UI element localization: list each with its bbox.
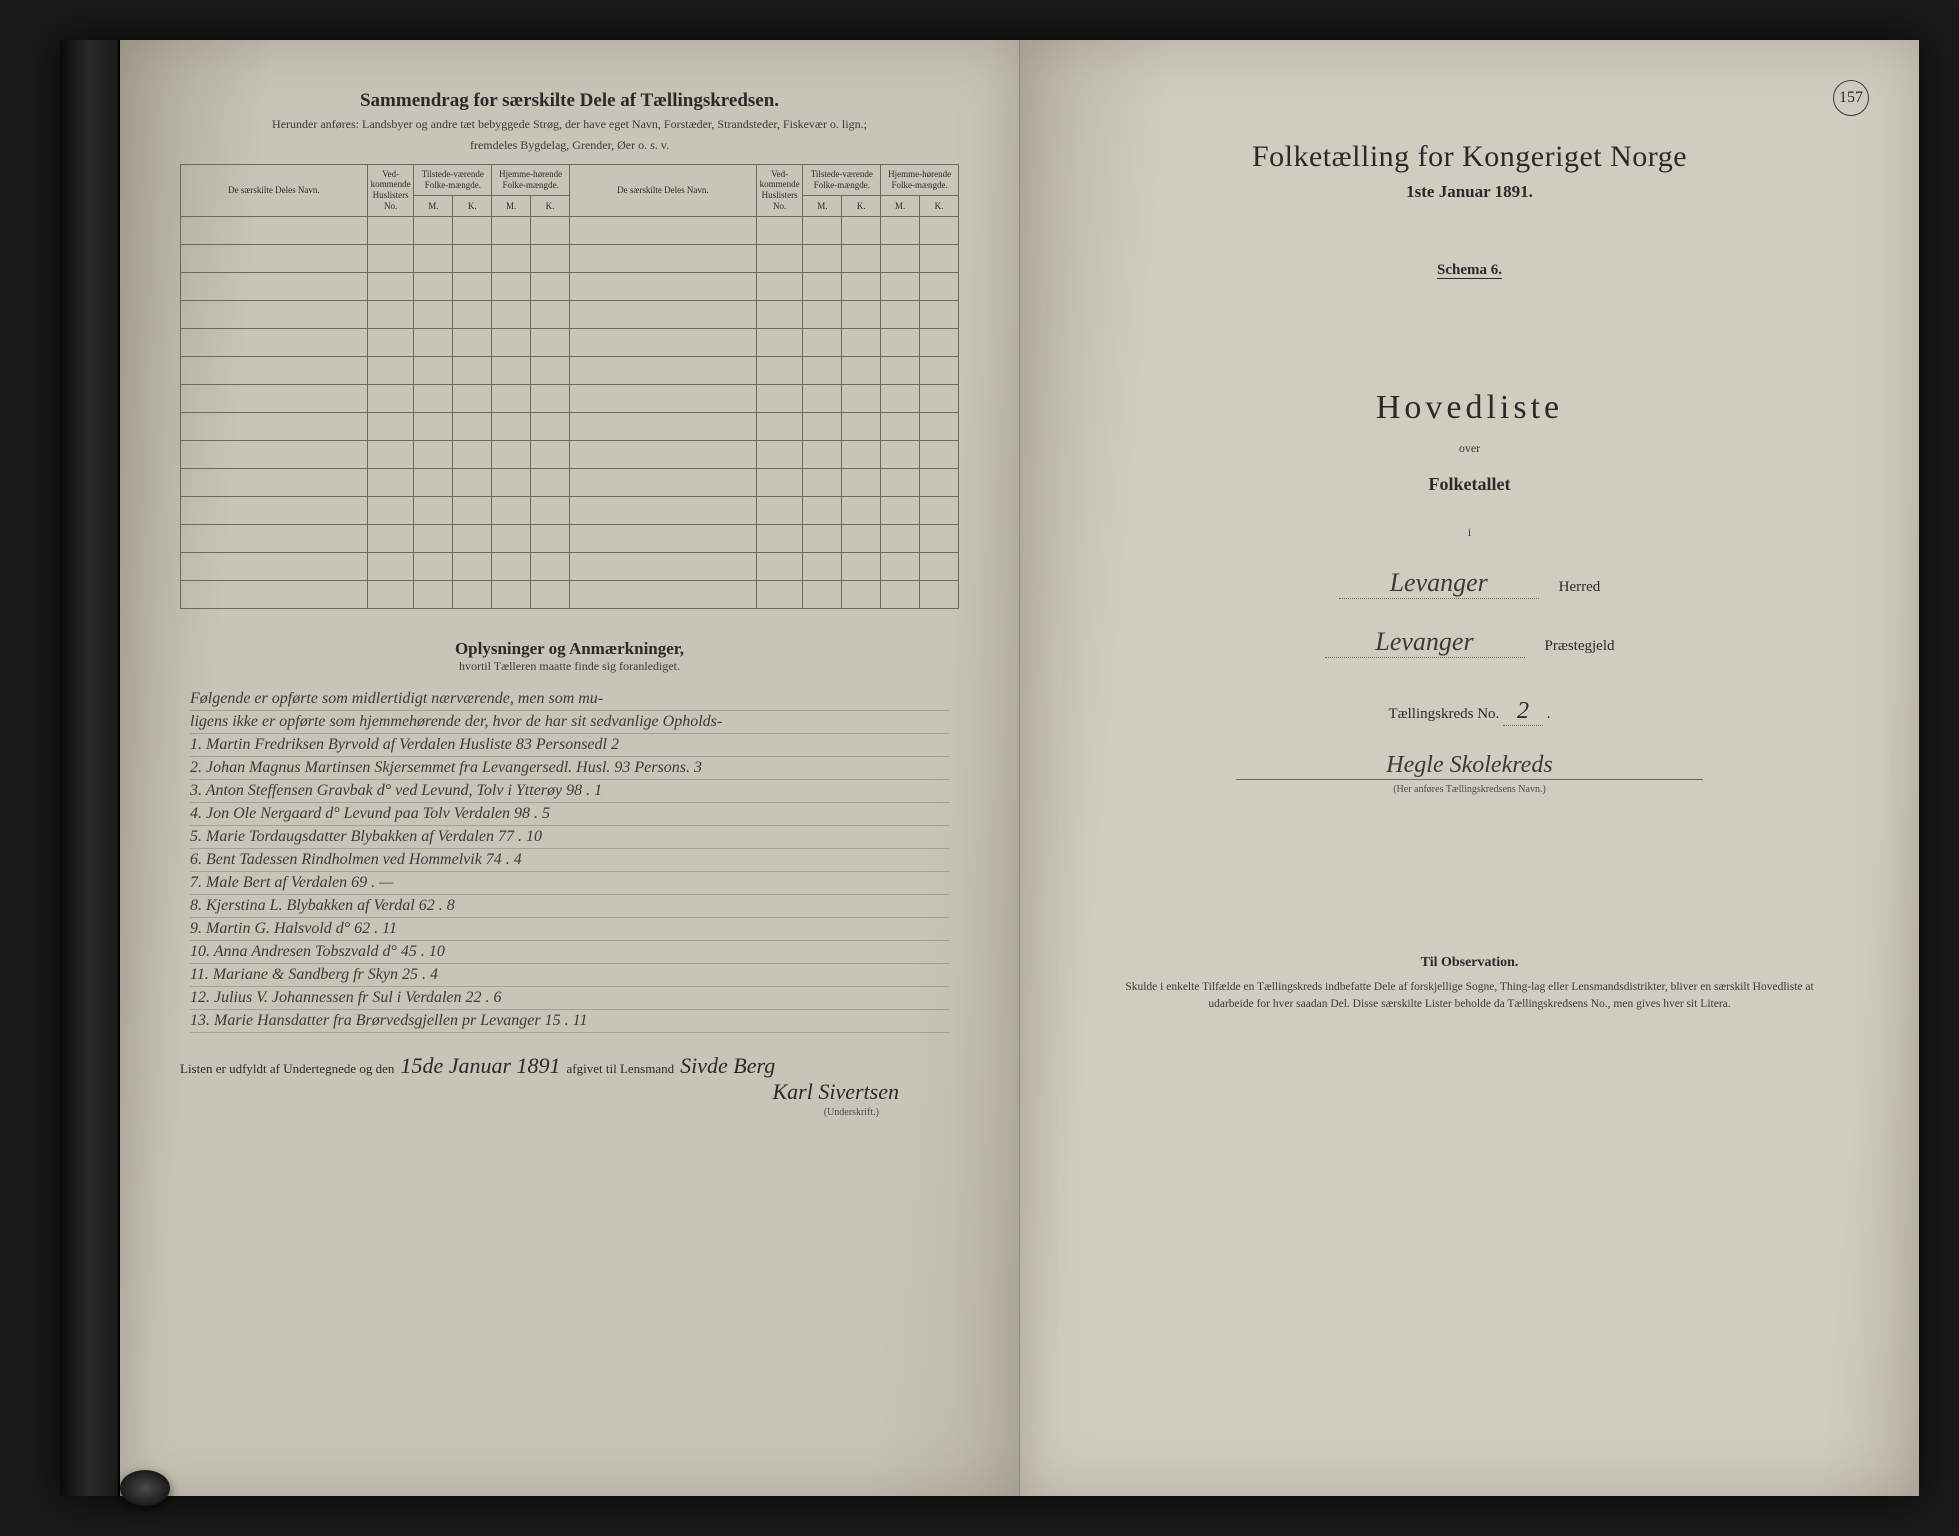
col-navn-2: De særskilte Deles Navn. (570, 164, 757, 216)
sub-m-4: M. (881, 196, 920, 217)
table-row (181, 524, 959, 552)
col-navn-1: De særskilte Deles Navn. (181, 164, 368, 216)
col-tilstede-2: Tilstede-værende Folke-mængde. (803, 164, 881, 196)
col-hjemme-2: Hjemme-hørende Folke-mængde. (881, 164, 959, 196)
sig-name-2: Karl Sivertsen (773, 1079, 900, 1104)
notes-intro-2: ligens ikke er opførte som hjemmehørende… (190, 711, 949, 734)
binding-ring (120, 1470, 170, 1506)
book-spine (60, 40, 120, 1496)
sub-k-2: K. (531, 196, 570, 217)
notes-line: 12. Julius V. Johannessen fr Sul i Verda… (190, 987, 949, 1010)
hovedliste: Hovedliste (1080, 389, 1859, 427)
notes-block: Følgende er opførte som midlertidigt nær… (180, 688, 959, 1033)
folketallet: Folketallet (1080, 474, 1859, 495)
herred-row: Levanger Herred (1080, 568, 1859, 599)
left-page: Sammendrag for særskilte Dele af Tælling… (120, 40, 1020, 1496)
kreds-row: Tællingskreds No. 2 . (1080, 698, 1859, 726)
kreds-caption: (Her anføres Tællingskredsens Navn.) (1080, 784, 1859, 795)
schema-label: Schema 6. (1080, 262, 1859, 279)
table-row (181, 272, 959, 300)
notes-line: 13. Marie Hansdatter fra Brørvedsgjellen… (190, 1010, 949, 1033)
table-row (181, 580, 959, 608)
col-huslisters-2: Ved-kommende Huslisters No. (756, 164, 803, 216)
notes-line: 8. Kjerstina L. Blybakken af Verdal 62 .… (190, 895, 949, 918)
over-label: over (1080, 441, 1859, 456)
page-number: 157 (1833, 80, 1869, 116)
book-spread: Sammendrag for særskilte Dele af Tælling… (60, 40, 1919, 1496)
census-title: Folketælling for Kongeriget Norge (1080, 140, 1859, 174)
table-row (181, 216, 959, 244)
table-row (181, 552, 959, 580)
notes-line: 5. Marie Tordaugsdatter Blybakken af Ver… (190, 826, 949, 849)
notes-line: 1. Martin Fredriksen Byrvold af Verdalen… (190, 734, 949, 757)
left-heading: Sammendrag for særskilte Dele af Tælling… (180, 90, 959, 112)
table-row (181, 412, 959, 440)
col-huslisters-1: Ved-kommende Huslisters No. (367, 164, 414, 216)
left-subheading-1: Herunder anføres: Landsbyer og andre tæt… (180, 116, 959, 133)
praestegjeld-label: Præstegjeld (1545, 638, 1615, 655)
sig-prefix: Listen er udfyldt af Undertegnede og den (180, 1061, 394, 1077)
table-row (181, 384, 959, 412)
notes-line: 7. Male Bert af Verdalen 69 . — (190, 872, 949, 895)
praestegjeld-value: Levanger (1325, 627, 1525, 658)
kreds-name: Hegle Skolekreds (1236, 752, 1703, 780)
sub-k-1: K. (453, 196, 492, 217)
notes-line: 4. Jon Ole Nergaard d° Levund paa Tolv V… (190, 803, 949, 826)
sig-date: 15de Januar 1891 (400, 1053, 560, 1079)
herred-label: Herred (1559, 579, 1601, 596)
table-row (181, 496, 959, 524)
sig-name-1: Sivde Berg (680, 1053, 775, 1079)
notes-line: 10. Anna Andresen Tobszvald d° 45 . 10 (190, 941, 949, 964)
sub-m-1: M. (414, 196, 453, 217)
oplysninger-sub: hvortil Tælleren maatte finde sig foranl… (180, 659, 959, 674)
observation-heading: Til Observation. (1080, 955, 1859, 971)
oplysninger-heading: Oplysninger og Anmærkninger, (180, 639, 959, 659)
table-row (181, 244, 959, 272)
notes-line: 3. Anton Steffensen Gravbak d° ved Levun… (190, 780, 949, 803)
notes-line: 11. Mariane & Sandberg fr Skyn 25 . 4 (190, 964, 949, 987)
census-date: 1ste Januar 1891. (1080, 182, 1859, 202)
sig-caption: (Underskrift.) (180, 1107, 959, 1118)
sub-k-3: K. (842, 196, 881, 217)
table-row (181, 356, 959, 384)
notes-line: 9. Martin G. Halsvold d° 62 . 11 (190, 918, 949, 941)
sub-k-4: K. (920, 196, 959, 217)
i-label: i (1080, 525, 1859, 540)
table-row (181, 468, 959, 496)
sig-mid: afgivet til Lensmand (567, 1061, 675, 1077)
left-subheading-2: fremdeles Bygdelag, Grender, Øer o. s. v… (180, 137, 959, 154)
notes-line: 2. Johan Magnus Martinsen Skjersemmet fr… (190, 757, 949, 780)
col-hjemme-1: Hjemme-hørende Folke-mængde. (492, 164, 570, 196)
summary-table: De særskilte Deles Navn. Ved-kommende Hu… (180, 164, 959, 609)
kreds-label: Tællingskreds No. (1388, 706, 1499, 722)
signature-row: Listen er udfyldt af Undertegnede og den… (180, 1053, 959, 1079)
herred-value: Levanger (1339, 568, 1539, 599)
table-row (181, 440, 959, 468)
sub-m-2: M. (492, 196, 531, 217)
notes-line: 6. Bent Tadessen Rindholmen ved Hommelvi… (190, 849, 949, 872)
table-row (181, 328, 959, 356)
kreds-number: 2 (1503, 698, 1543, 726)
praestegjeld-row: Levanger Præstegjeld (1080, 627, 1859, 658)
right-page: 157 Folketælling for Kongeriget Norge 1s… (1020, 40, 1919, 1496)
observation-text: Skulde i enkelte Tilfælde en Tællingskre… (1080, 979, 1859, 1014)
summary-table-body (181, 216, 959, 608)
sub-m-3: M. (803, 196, 842, 217)
table-row (181, 300, 959, 328)
notes-intro-1: Følgende er opførte som midlertidigt nær… (190, 688, 949, 711)
col-tilstede-1: Tilstede-værende Folke-mængde. (414, 164, 492, 196)
